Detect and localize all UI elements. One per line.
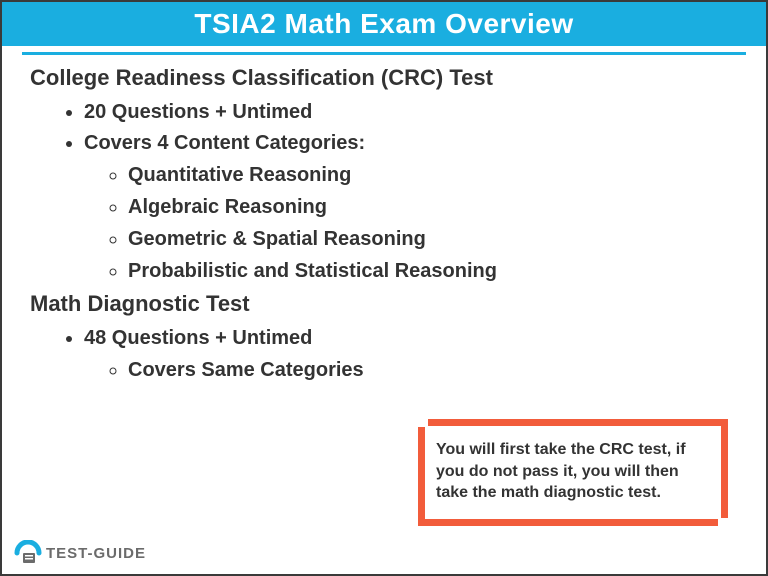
list-item-label: Covers 4 Content Categories: bbox=[84, 132, 365, 154]
list-item: Covers 4 Content Categories: Quantitativ… bbox=[84, 128, 738, 287]
crc-categories: Quantitative Reasoning Algebraic Reasoni… bbox=[84, 159, 738, 287]
list-item: Geometric & Spatial Reasoning bbox=[128, 223, 738, 255]
list-item: 20 Questions + Untimed bbox=[84, 97, 738, 128]
crc-bullets: 20 Questions + Untimed Covers 4 Content … bbox=[30, 97, 738, 287]
diag-bullets: 48 Questions + Untimed Covers Same Categ… bbox=[30, 323, 738, 386]
crc-heading: College Readiness Classification (CRC) T… bbox=[30, 65, 738, 91]
callout-border bbox=[418, 519, 718, 526]
logo-icon bbox=[14, 540, 42, 566]
page-title: TSIA2 Math Exam Overview bbox=[194, 8, 573, 40]
callout-box: You will first take the CRC test, if you… bbox=[418, 419, 728, 526]
diag-heading: Math Diagnostic Test bbox=[30, 291, 738, 317]
logo-text: TEST-GUIDE bbox=[46, 545, 146, 562]
list-item: Quantitative Reasoning bbox=[128, 159, 738, 191]
diag-sub: Covers Same Categories bbox=[84, 354, 738, 386]
diagnostic-section: Math Diagnostic Test 48 Questions + Unti… bbox=[30, 291, 738, 386]
list-item: Probabilistic and Statistical Reasoning bbox=[128, 255, 738, 287]
main-content: College Readiness Classification (CRC) T… bbox=[2, 55, 766, 386]
list-item: Algebraic Reasoning bbox=[128, 191, 738, 223]
callout-border bbox=[418, 427, 425, 526]
brand-logo: TEST-GUIDE bbox=[14, 540, 146, 566]
callout-border bbox=[721, 419, 728, 518]
header-band: TSIA2 Math Exam Overview bbox=[2, 2, 766, 46]
list-item: 48 Questions + Untimed Covers Same Categ… bbox=[84, 323, 738, 386]
callout-border bbox=[428, 419, 728, 426]
callout-text: You will first take the CRC test, if you… bbox=[436, 439, 710, 504]
list-item-label: 48 Questions + Untimed bbox=[84, 327, 312, 349]
list-item: Covers Same Categories bbox=[128, 354, 738, 386]
